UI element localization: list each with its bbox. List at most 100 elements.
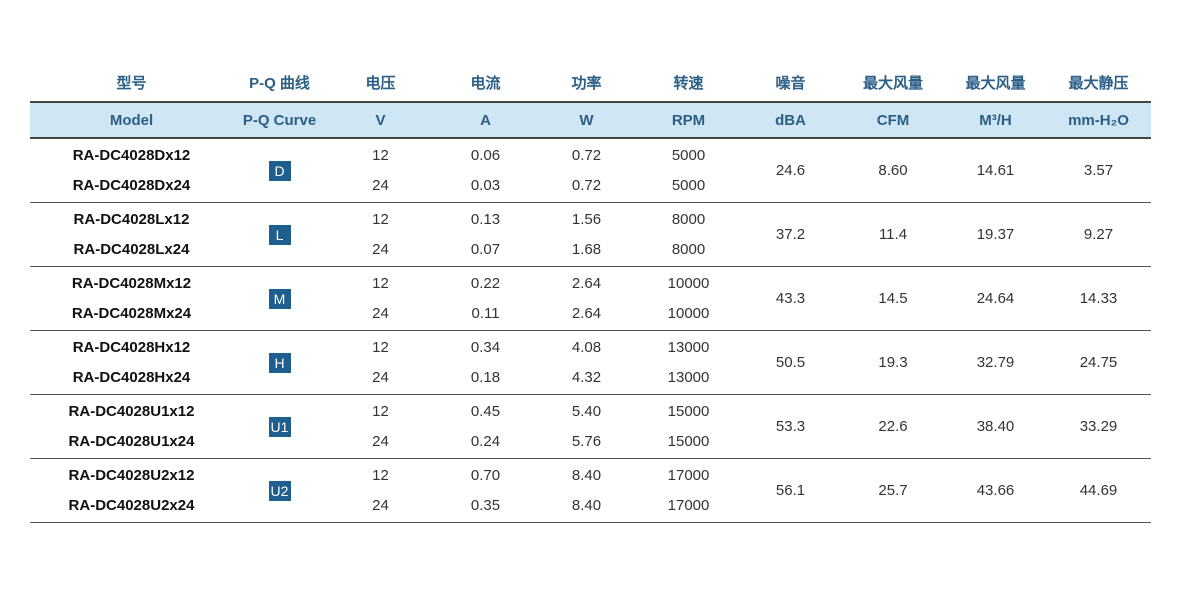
voltage-cell: 12 24 [326,331,435,394]
current-cell: 0.13 0.07 [435,203,536,266]
rpm-value: 17000 [667,496,710,514]
curve-cell: U1 [233,395,326,458]
rpm-value: 10000 [667,275,710,293]
rpm-cell: 15000 15000 [637,395,740,458]
model-cell: RA-DC4028Mx12 RA-DC4028Mx24 [30,267,233,330]
header-en-row: Model P-Q Curve V A W RPM dBA CFM M³/H m… [30,101,1151,139]
power-cell: 5.40 5.76 [536,395,637,458]
current-value: 0.45 [470,403,501,421]
header-cn-power: 功率 [571,75,602,92]
curve-badge: U2 [268,480,291,501]
rpm-value: 8000 [671,240,706,258]
voltage-value: 12 [372,147,389,165]
rpm-cell: 17000 17000 [637,459,740,522]
airflow-m3h-cell: 43.66 [976,482,1015,499]
table-row-group-h: RA-DC4028Hx12 RA-DC4028Hx24 H 12 24 0.34 0… [30,331,1151,395]
airflow-cfm-cell: 11.4 [878,226,908,243]
header-cn-row: 型号 P-Q 曲线 电压 电流 功率 转速 噪音 最大风量 最大风量 最大静压 [30,64,1151,101]
model-cell: RA-DC4028U1x12 RA-DC4028U1x24 [30,395,233,458]
model-name: RA-DC4028U1x24 [68,432,195,450]
rpm-cell: 5000 5000 [637,139,740,202]
model-cell: RA-DC4028U2x12 RA-DC4028U2x24 [30,459,233,522]
pressure-cell: 9.27 [1083,226,1114,243]
curve-badge: L [268,224,291,245]
rpm-value: 13000 [667,368,710,386]
voltage-value: 24 [372,304,389,322]
power-value: 0.72 [571,147,602,165]
curve-cell: H [233,331,326,394]
model-name: RA-DC4028Hx12 [72,339,191,357]
airflow-m3h-cell: 38.40 [976,418,1015,435]
header-cn-model: 型号 [116,75,147,92]
header-cn-noise: 噪音 [775,75,806,92]
model-name: RA-DC4028Lx24 [73,240,190,258]
header-en-voltage: V [375,111,386,129]
table-row-group-l: RA-DC4028Lx12 RA-DC4028Lx24 L 12 24 0.13 0… [30,203,1151,267]
voltage-cell: 12 24 [326,139,435,202]
table-row-group-m: RA-DC4028Mx12 RA-DC4028Mx24 M 12 24 0.22 0… [30,267,1151,331]
power-value: 8.40 [571,496,602,514]
curve-badge: D [268,160,291,181]
power-cell: 2.64 2.64 [536,267,637,330]
curve-cell: U2 [233,459,326,522]
noise-cell: 37.2 [775,226,806,243]
current-value: 0.07 [470,240,501,258]
voltage-value: 12 [372,275,389,293]
pressure-cell: 24.75 [1079,354,1118,371]
airflow-m3h-cell: 32.79 [976,354,1015,371]
power-value: 4.08 [571,339,602,357]
header-cn-rpm: 转速 [673,75,704,92]
table-row-group-d: RA-DC4028Dx12 RA-DC4028Dx24 D 12 24 0.06 0… [30,139,1151,203]
airflow-cfm-cell: 25.7 [878,482,908,499]
power-value: 2.64 [571,304,602,322]
rpm-cell: 8000 8000 [637,203,740,266]
airflow-cfm-cell: 19.3 [878,354,908,371]
header-cn-curve: P-Q 曲线 [249,75,310,92]
model-name: RA-DC4028Dx24 [72,176,191,194]
power-cell: 0.72 0.72 [536,139,637,202]
current-cell: 0.06 0.03 [435,139,536,202]
header-en-rpm: RPM [671,111,706,129]
power-value: 1.56 [571,211,602,229]
table-row-group-u1: RA-DC4028U1x12 RA-DC4028U1x24 U1 12 24 0.… [30,395,1151,459]
model-name: RA-DC4028U1x12 [68,403,195,421]
current-value: 0.34 [470,339,501,357]
current-value: 0.24 [470,432,501,450]
rpm-value: 10000 [667,304,710,322]
current-value: 0.13 [470,211,501,229]
rpm-value: 5000 [671,147,706,165]
header-en-current: A [480,111,491,129]
pressure-cell: 33.29 [1079,418,1118,435]
voltage-value: 12 [372,467,389,485]
header-en-power: W [579,111,594,129]
current-value: 0.06 [470,147,501,165]
current-cell: 0.22 0.11 [435,267,536,330]
curve-cell: M [233,267,326,330]
rpm-value: 17000 [667,467,710,485]
noise-cell: 24.6 [775,162,806,179]
voltage-value: 12 [372,211,389,229]
noise-cell: 53.3 [775,418,806,435]
voltage-value: 24 [372,368,389,386]
pressure-cell: 3.57 [1083,162,1114,179]
current-cell: 0.45 0.24 [435,395,536,458]
header-cn-airflow-cfm: 最大风量 [862,75,923,92]
current-cell: 0.70 0.35 [435,459,536,522]
current-value: 0.35 [470,496,501,514]
power-value: 5.40 [571,403,602,421]
power-value: 5.76 [571,432,602,450]
model-cell: RA-DC4028Lx12 RA-DC4028Lx24 [30,203,233,266]
power-cell: 8.40 8.40 [536,459,637,522]
rpm-value: 15000 [667,403,710,421]
power-value: 1.68 [571,240,602,258]
header-en-curve: P-Q Curve [242,111,317,129]
header-cn-voltage: 电压 [365,75,396,92]
curve-cell: L [233,203,326,266]
airflow-m3h-cell: 19.37 [976,226,1015,243]
model-name: RA-DC4028Mx24 [71,304,192,322]
power-cell: 4.08 4.32 [536,331,637,394]
voltage-cell: 12 24 [326,459,435,522]
voltage-value: 24 [372,176,389,194]
noise-cell: 56.1 [775,482,806,499]
header-cn-current: 电流 [470,75,501,92]
